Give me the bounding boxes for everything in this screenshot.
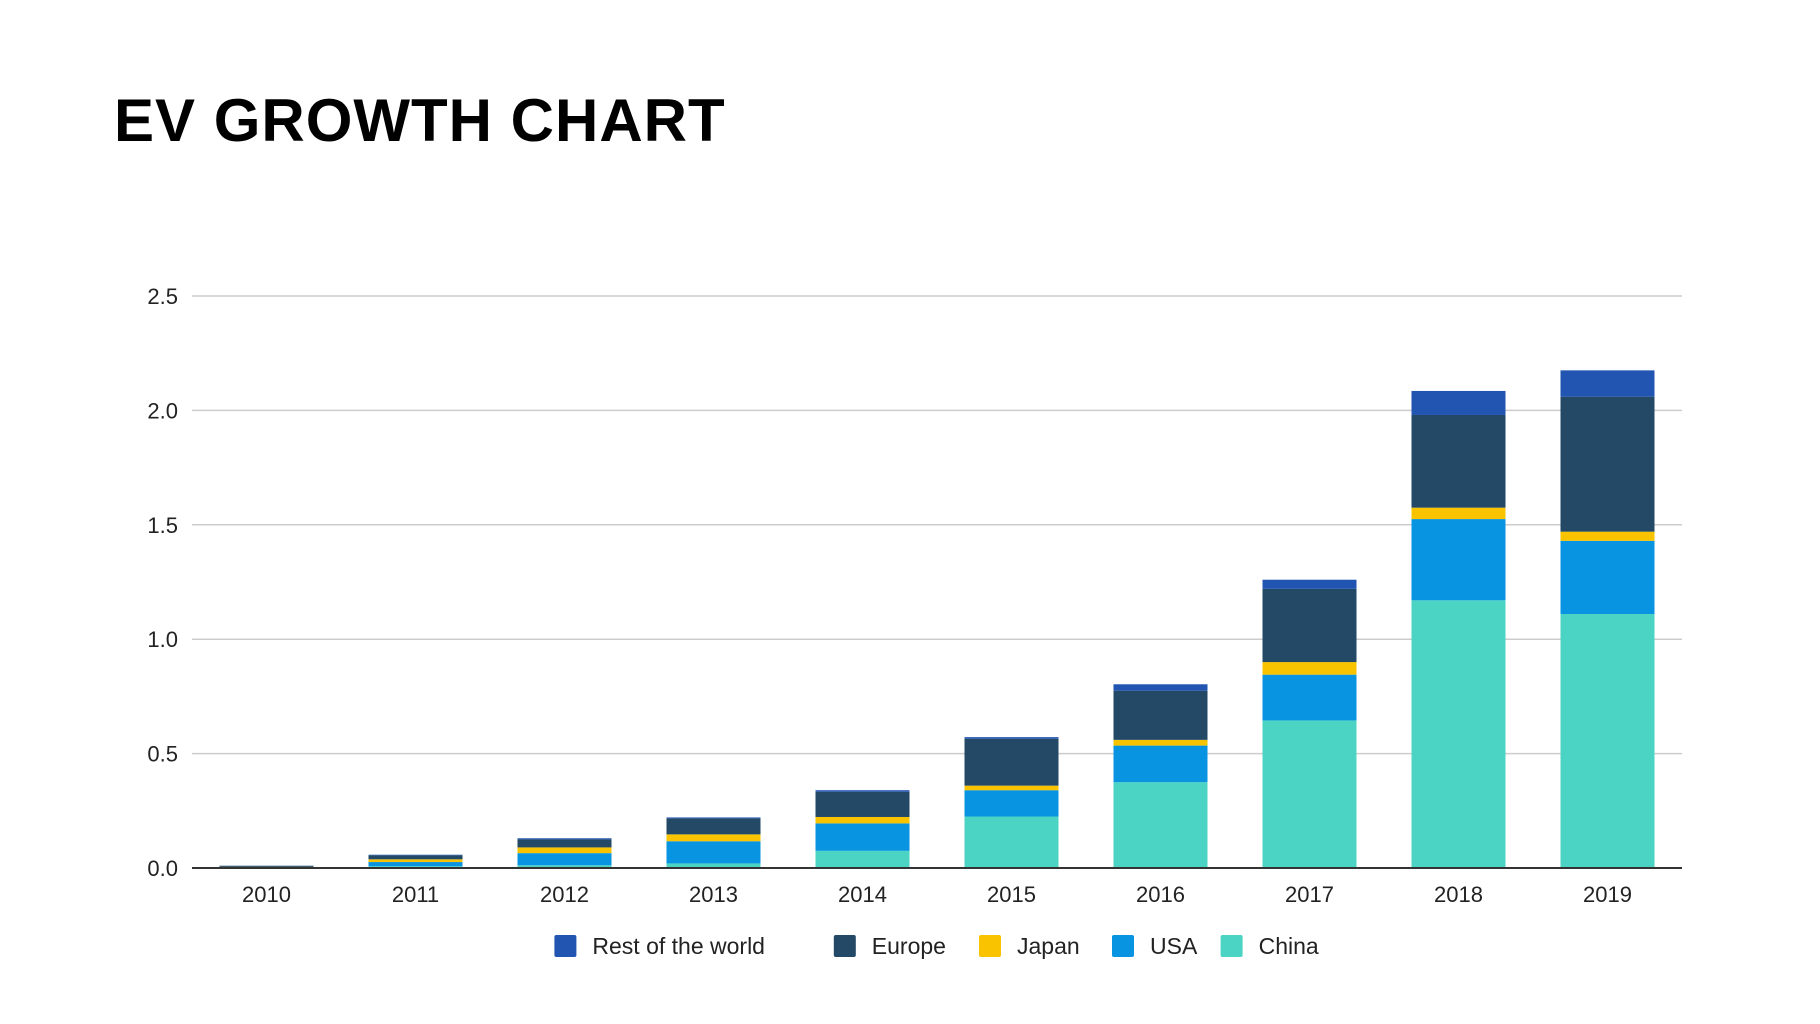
y-tick-label: 2.5: [147, 284, 178, 309]
x-tick-label: 2016: [1136, 882, 1185, 907]
bar-japan-2018: [1411, 507, 1506, 520]
legend-label-rest-of-the-world: Rest of the world: [592, 933, 765, 959]
legend-label-europe: Europe: [872, 933, 946, 959]
x-tick-label: 2015: [987, 882, 1036, 907]
bar-usa-2019: [1560, 540, 1655, 615]
bar-usa-2014: [815, 823, 910, 851]
bar-rest-of-the-world-2012: [517, 838, 612, 840]
bar-japan-2016: [1113, 739, 1208, 746]
bar-china-2012: [517, 865, 612, 868]
legend-label-china: China: [1259, 933, 1319, 959]
bar-japan-2019: [1560, 531, 1655, 541]
bar-europe-2012: [517, 839, 612, 848]
bar-china-2014: [815, 850, 910, 868]
bar-china-2017: [1262, 720, 1357, 868]
bar-japan-2013: [666, 834, 761, 842]
bar-rest-of-the-world-2011: [368, 854, 463, 856]
legend-swatch-japan: [979, 935, 1001, 957]
x-tick-label: 2011: [392, 882, 439, 907]
bar-china-2016: [1113, 782, 1208, 868]
bar-japan-2017: [1262, 662, 1357, 675]
bar-usa-2013: [666, 841, 761, 864]
x-tick-label: 2018: [1434, 882, 1483, 907]
y-tick-label: 0.5: [147, 742, 178, 767]
bar-china-2015: [964, 816, 1059, 868]
bar-usa-2018: [1411, 519, 1506, 601]
bar-rest-of-the-world-2013: [666, 817, 761, 819]
bar-japan-2014: [815, 816, 910, 824]
chart-title: EV GROWTH CHART: [114, 87, 726, 154]
x-tick-label: 2012: [540, 882, 589, 907]
bar-europe-2016: [1113, 690, 1208, 740]
y-tick-label: 0.0: [147, 856, 178, 881]
bar-china-2019: [1560, 614, 1655, 868]
y-tick-label: 2.0: [147, 398, 178, 423]
x-tick-label: 2019: [1583, 882, 1632, 907]
bar-usa-2016: [1113, 745, 1208, 783]
y-tick-label: 1.5: [147, 513, 178, 538]
x-tick-label: 2013: [689, 882, 738, 907]
legend-swatch-usa: [1112, 935, 1134, 957]
bar-rest-of-the-world-2019: [1560, 370, 1655, 397]
bar-china-2018: [1411, 600, 1506, 868]
bar-china-2013: [666, 863, 761, 868]
bar-japan-2015: [964, 785, 1059, 791]
x-tick-label: 2010: [242, 882, 291, 907]
bar-usa-2012: [517, 853, 612, 866]
bar-europe-2011: [368, 855, 463, 860]
bar-usa-2017: [1262, 674, 1357, 721]
bar-rest-of-the-world-2016: [1113, 684, 1208, 691]
y-tick-label: 1.0: [147, 627, 178, 652]
legend-swatch-china: [1220, 935, 1243, 957]
bar-europe-2019: [1560, 396, 1655, 532]
bar-japan-2012: [517, 847, 612, 854]
bar-europe-2017: [1262, 588, 1357, 663]
bar-rest-of-the-world-2018: [1411, 390, 1506, 415]
bar-japan-2011: [368, 859, 463, 863]
legend-label-usa: USA: [1150, 933, 1198, 959]
x-tick-label: 2014: [838, 882, 887, 907]
bar-europe-2018: [1411, 414, 1506, 508]
bar-europe-2015: [964, 738, 1059, 786]
bar-europe-2013: [666, 818, 761, 835]
legend-swatch-europe: [833, 935, 856, 957]
legend-swatch-rest-of-the-world: [554, 935, 577, 957]
bar-rest-of-the-world-2015: [964, 737, 1059, 739]
bar-usa-2011: [368, 862, 463, 867]
legend-label-japan: Japan: [1017, 933, 1080, 959]
x-tick-label: 2017: [1285, 882, 1334, 907]
bar-rest-of-the-world-2014: [815, 790, 910, 792]
bar-rest-of-the-world-2017: [1262, 579, 1357, 589]
bar-europe-2014: [815, 791, 910, 817]
bar-usa-2015: [964, 790, 1059, 817]
bar-europe-2010: [219, 865, 314, 867]
